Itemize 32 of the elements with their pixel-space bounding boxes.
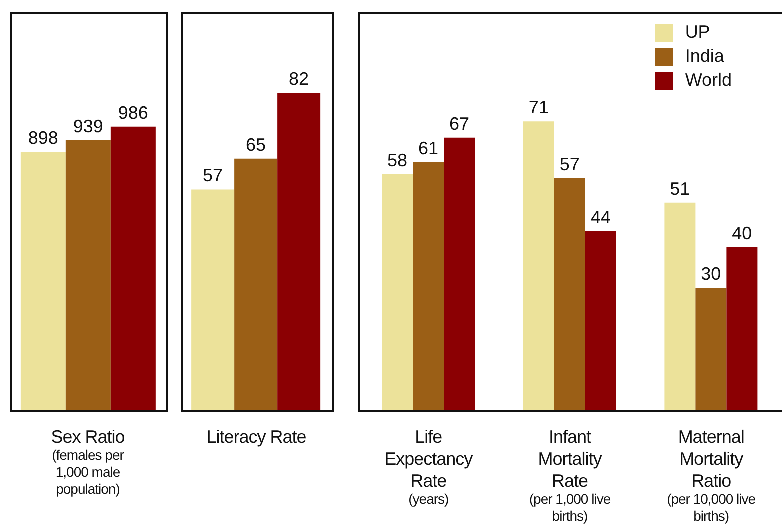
- bar: [523, 122, 554, 410]
- data-label: 40: [732, 224, 752, 244]
- x-tick-label: Life Expectancy Rate (years): [384, 427, 474, 507]
- legend-label: World: [685, 70, 732, 90]
- bar: [664, 202, 696, 410]
- data-label: 57: [560, 154, 580, 175]
- data-label: 61: [418, 138, 439, 158]
- data-label: 57: [203, 166, 224, 186]
- data-label: 58: [388, 150, 408, 170]
- x-tick-label: Literacy Rate: [206, 427, 307, 447]
- bar: [585, 231, 616, 410]
- legend-label: UP: [685, 22, 710, 42]
- bar: [554, 178, 586, 410]
- bar: [382, 174, 414, 410]
- data-label: 67: [450, 114, 470, 134]
- x-tick-label: Maternal Mortality Ratio (per 10,000 live births): [667, 427, 756, 524]
- data-label: 65: [246, 134, 266, 155]
- data-label: 30: [701, 264, 722, 284]
- data-label: 939: [73, 116, 104, 136]
- legend-label: India: [685, 46, 724, 66]
- data-label: 51: [670, 178, 690, 199]
- bar: [696, 288, 727, 410]
- data-label: 898: [28, 128, 58, 148]
- x-tick-label: Infant Mortality Rate (per 1,000 live births): [529, 427, 612, 524]
- bar: [413, 162, 444, 410]
- bar: [726, 248, 758, 410]
- data-label: 986: [118, 102, 148, 123]
- x-tick-label: Sex Ratio (females per 1,000 male population): [51, 427, 126, 497]
- bar: [444, 138, 476, 410]
- data-label: 82: [289, 69, 310, 90]
- data-label: 71: [528, 98, 549, 118]
- data-label: 44: [590, 207, 611, 228]
